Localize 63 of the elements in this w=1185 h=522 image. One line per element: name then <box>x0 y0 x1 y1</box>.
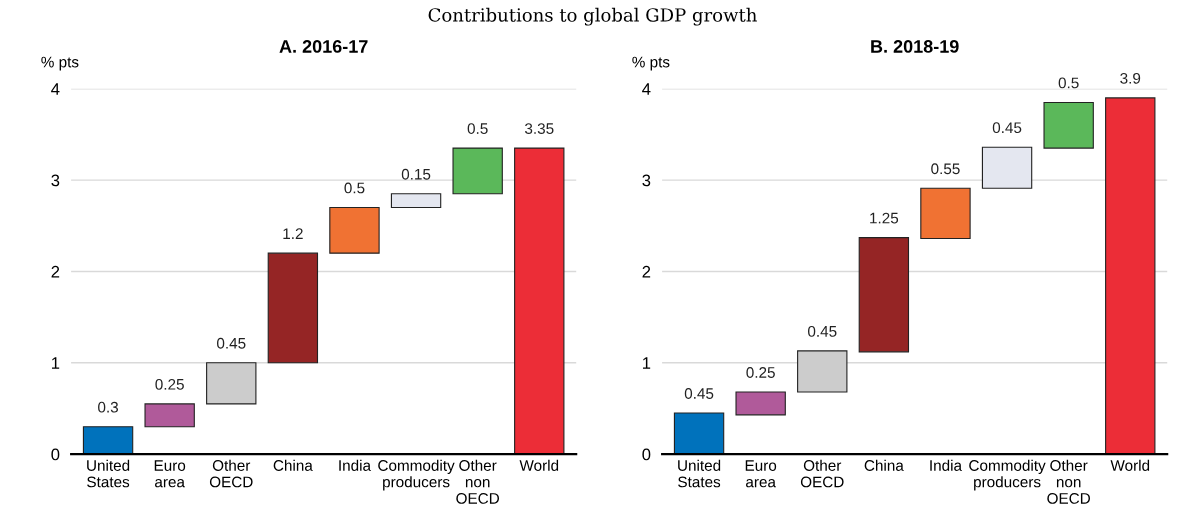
bar <box>514 147 565 455</box>
x-tick-label: Commodity producers <box>969 459 1046 491</box>
y-axis-title: % pts <box>632 56 670 71</box>
bar <box>797 350 848 393</box>
data-label: 0.45 <box>684 388 714 399</box>
data-label: 3.9 <box>1120 72 1141 84</box>
data-label: 0.5 <box>1058 77 1079 89</box>
x-tick-label: Euro area <box>154 460 186 488</box>
y-tick-label: 2 <box>642 265 651 278</box>
chart-title: B. 2018-19 <box>871 40 959 53</box>
bar <box>981 146 1033 189</box>
bar <box>1105 97 1156 455</box>
y-tick-label: 3 <box>51 174 60 187</box>
data-label: 0.55 <box>931 163 960 175</box>
bar <box>920 187 971 240</box>
data-label: 0.45 <box>992 122 1022 134</box>
y-tick-label: 1 <box>51 357 60 369</box>
data-label: 1.2 <box>283 228 303 239</box>
y-tick-label: 4 <box>51 83 60 95</box>
bar <box>858 237 910 353</box>
x-tick-label: Other OECD <box>209 459 253 488</box>
chart-title: A. 2016-17 <box>279 40 368 53</box>
y-tick-label: 2 <box>51 265 60 278</box>
data-label: 0.25 <box>155 378 184 390</box>
bar <box>673 412 725 455</box>
bar <box>1043 101 1094 149</box>
x-tick-label: Euro area <box>745 460 777 488</box>
x-tick-label: World <box>519 459 559 471</box>
data-label: 0.45 <box>807 325 837 337</box>
x-tick-label: China <box>273 459 313 471</box>
x-tick-label: Commodity producers <box>378 459 455 491</box>
chart-subtitle: Contributions to global GDP growth <box>428 7 757 26</box>
x-tick-label: World <box>1110 459 1150 471</box>
bar <box>390 193 442 209</box>
bar <box>267 252 319 364</box>
x-tick-label: Other non OECD <box>1047 459 1090 504</box>
x-tick-label: India <box>339 459 372 471</box>
data-label: 0.45 <box>216 337 246 349</box>
x-tick-label: China <box>864 459 904 471</box>
bar <box>82 426 134 455</box>
x-tick-label: United States <box>87 459 130 488</box>
y-tick-label: 4 <box>642 83 651 95</box>
x-tick-label: India <box>930 459 963 471</box>
x-tick-label: Other OECD <box>800 459 844 488</box>
data-label: 0.25 <box>746 367 775 378</box>
bar <box>206 362 257 405</box>
y-tick-label: 3 <box>642 174 651 187</box>
data-label: 0.15 <box>401 168 431 180</box>
y-tick-label: 1 <box>642 357 651 369</box>
bar <box>735 391 786 416</box>
x-tick-label: United States <box>678 459 721 488</box>
data-label: 0.5 <box>467 123 488 134</box>
data-label: 3.35 <box>524 123 554 134</box>
data-label: 0.5 <box>344 182 365 194</box>
y-tick-label: 0 <box>51 448 60 461</box>
data-label: 1.25 <box>870 212 899 224</box>
data-label: 0.3 <box>98 401 119 413</box>
bar <box>329 206 380 254</box>
bar <box>144 403 195 428</box>
y-tick-label: 0 <box>642 448 651 461</box>
bar <box>452 147 503 195</box>
y-axis-title: % pts <box>41 56 79 71</box>
x-tick-label: Other non OECD <box>456 459 499 504</box>
